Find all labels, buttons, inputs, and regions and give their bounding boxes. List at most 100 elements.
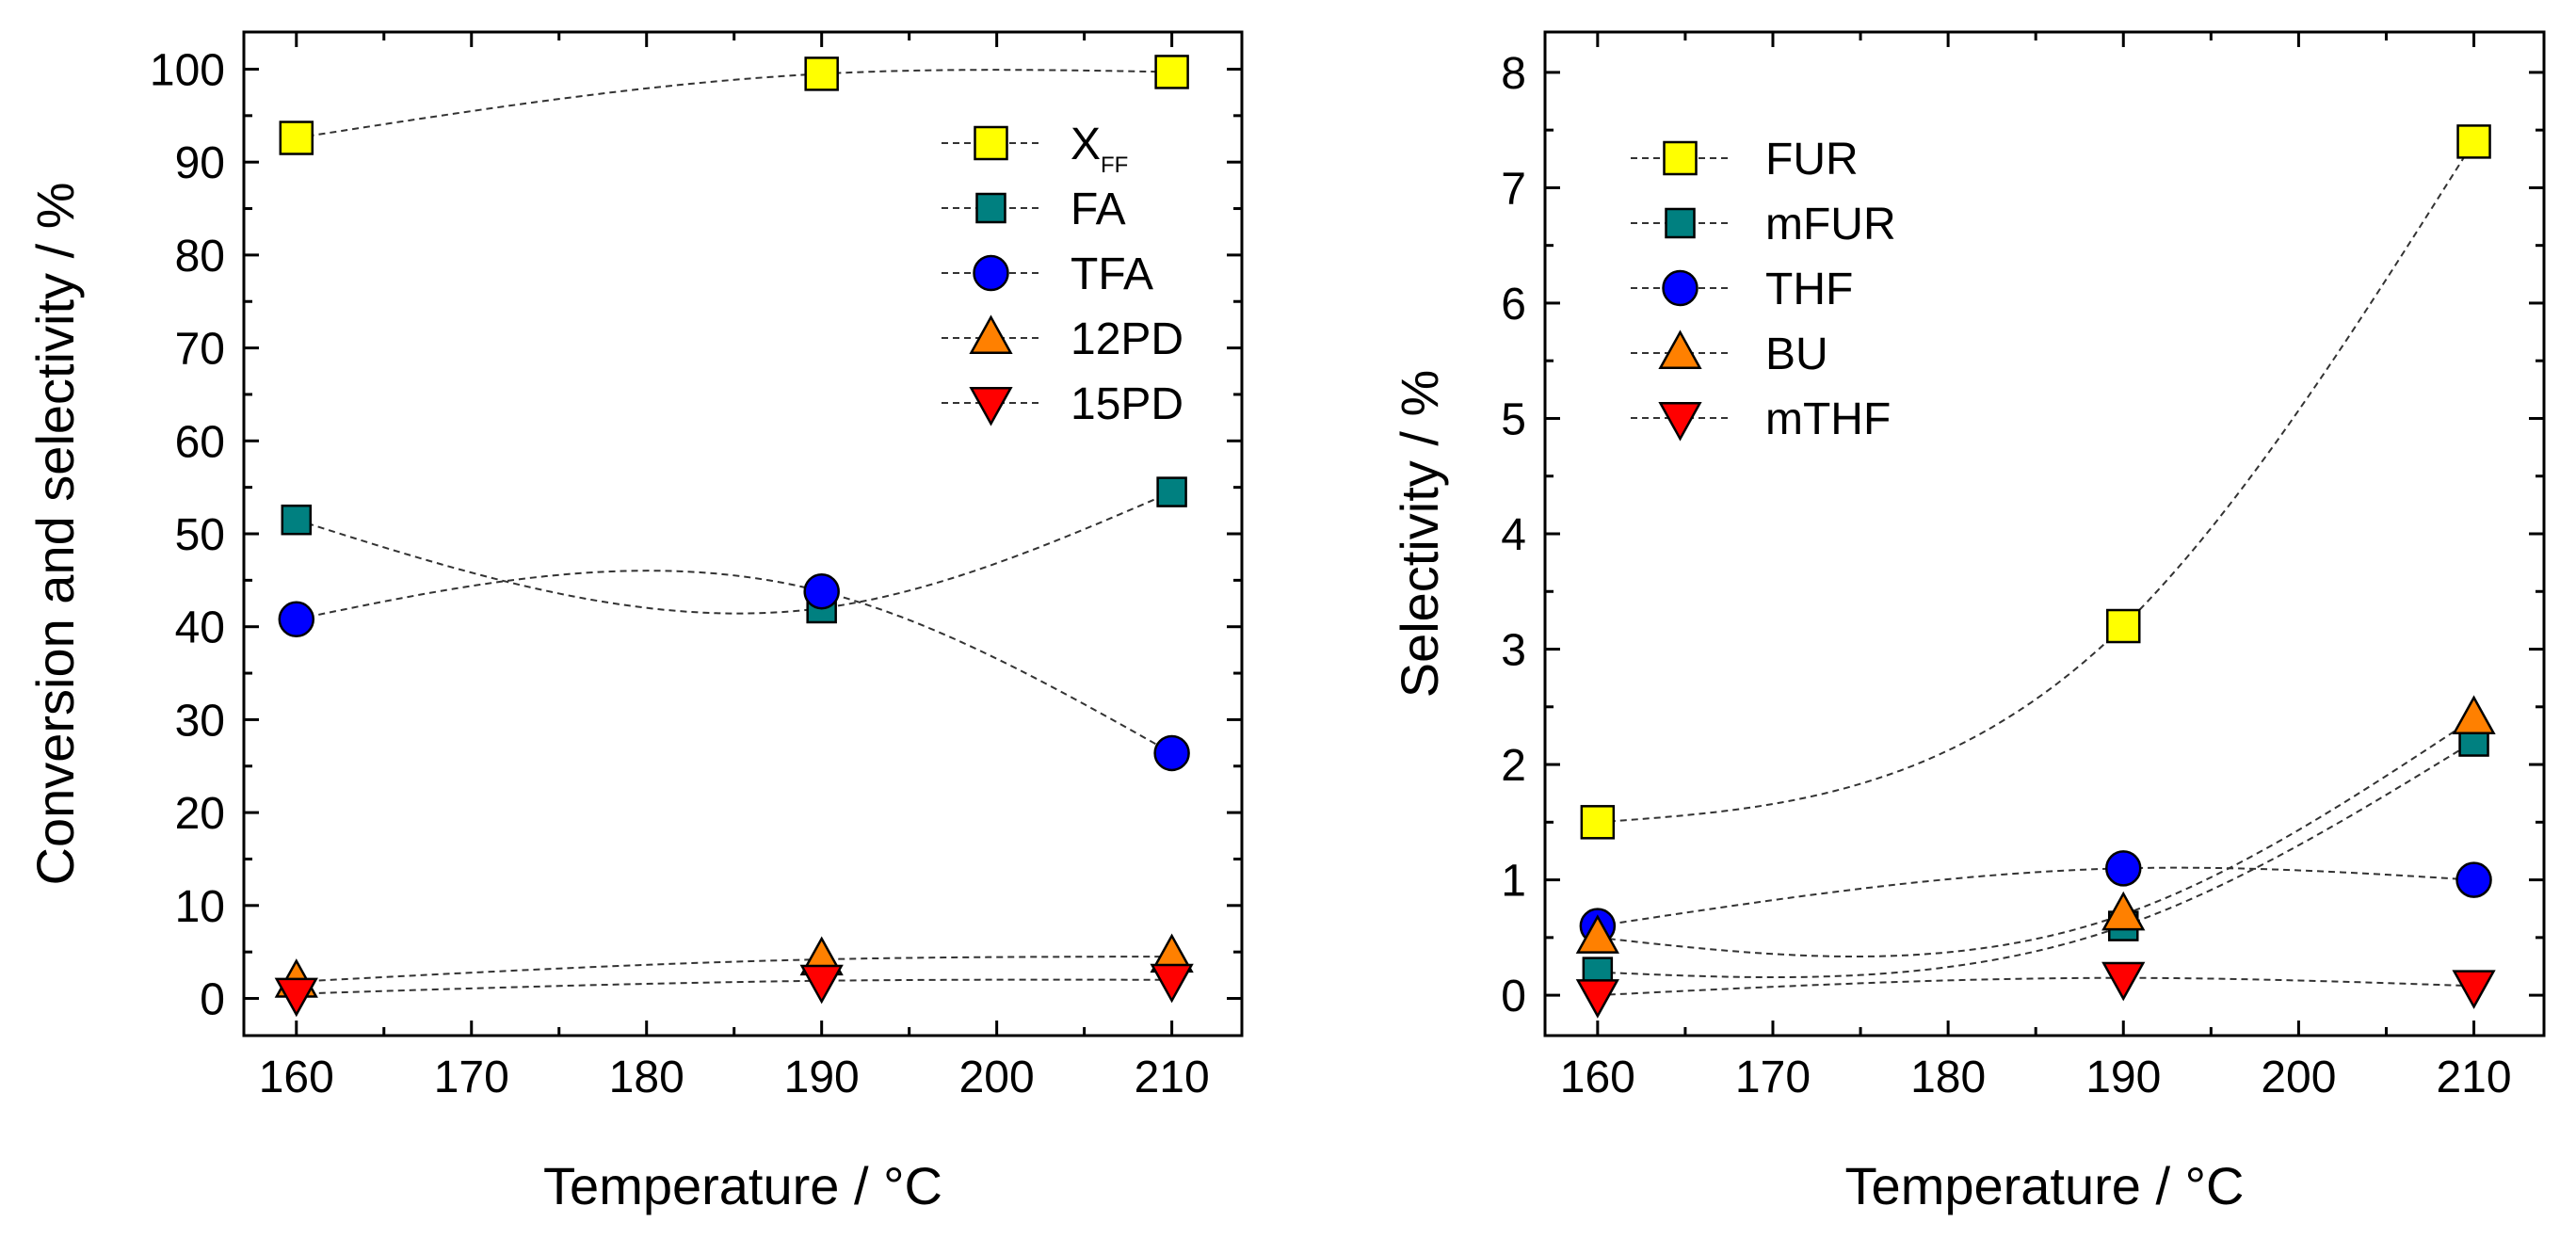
legend-marker-bu (1658, 330, 1702, 369)
y-tick-label: 40 (175, 603, 225, 653)
data-point-x (804, 56, 839, 91)
data-point-x (1154, 55, 1189, 89)
x-tick-label: 160 (1560, 1053, 1635, 1102)
legend: FUR mFUR THF BU mTHF (1631, 135, 1896, 444)
legend-marker-12pd (969, 314, 1013, 354)
legend-marker-x (974, 125, 1008, 161)
x-tick-label: 210 (2436, 1053, 2511, 1102)
data-points (1575, 124, 2496, 1019)
legend-item: BU (1631, 330, 1828, 379)
data-point-15pd (1150, 963, 1194, 1004)
legend: XFF FA TFA 12PD 15PD (942, 120, 1183, 429)
plot-frame (242, 30, 1244, 1037)
plot-frame (1543, 30, 2546, 1037)
legend-item: 15PD (942, 379, 1183, 429)
data-point-fur (2106, 608, 2141, 644)
legend-label: FA (1071, 185, 1126, 234)
x-axis: 160 170 180 190 200 210 (1560, 32, 2512, 1102)
data-point-x (279, 121, 314, 155)
x-tick-label: 180 (609, 1053, 684, 1102)
y-axis: 0 1 2 3 4 5 6 7 8 (1501, 49, 2544, 1021)
legend-label: FUR (1765, 135, 1859, 185)
trend-curve-mfur (1597, 740, 2475, 979)
trend-curve-mthf (1597, 976, 2474, 997)
y-tick-label: 5 (1501, 394, 1526, 444)
y-axis: 0 10 20 30 40 50 60 70 80 90 100 (150, 45, 1242, 1025)
data-point-tfa (803, 572, 840, 610)
legend-marker-15pd (969, 387, 1013, 426)
legend-marker-mthf (1658, 402, 1702, 442)
legend-label: TFA (1071, 249, 1153, 299)
x-tick-label: 190 (2085, 1053, 2161, 1102)
legend-marker-thf (1662, 269, 1699, 307)
y-tick-label: 60 (175, 417, 225, 467)
y-tick-label: 50 (175, 510, 225, 560)
data-point-fa (1156, 476, 1187, 507)
trend-curve-15pd (296, 978, 1172, 995)
y-tick-label: 4 (1501, 510, 1526, 560)
x-tick-label: 170 (1735, 1053, 1811, 1102)
y-tick-label: 70 (175, 325, 225, 375)
y-tick-label: 8 (1501, 49, 1526, 99)
data-point-mthf (1575, 979, 1619, 1019)
trend-curves (1597, 140, 2475, 997)
legend-label: XFF (1071, 120, 1128, 178)
legend-label: mTHF (1765, 394, 1891, 444)
trend-curve-12pd (296, 956, 1172, 983)
data-point-tfa (278, 601, 315, 638)
legend-marker-mfur (1665, 207, 1696, 239)
data-point-bu (1575, 914, 1619, 954)
y-tick-label: 6 (1501, 280, 1526, 330)
data-point-mthf (2452, 970, 2496, 1009)
data-point-15pd (799, 964, 844, 1005)
data-point-bu (2101, 891, 2146, 931)
x-axis-title: Temperature / °C (1845, 1156, 2245, 1215)
data-point-fur (1580, 805, 1616, 840)
x-tick-label: 210 (1135, 1053, 1210, 1102)
legend-item: 12PD (942, 314, 1183, 364)
x-tick-label: 200 (2261, 1053, 2336, 1102)
x-tick-label: 180 (1910, 1053, 1986, 1102)
y-tick-label: 30 (175, 696, 225, 746)
legend-item: mTHF (1631, 394, 1891, 444)
trend-curve-fur (1597, 140, 2475, 824)
y-tick-label: 0 (200, 975, 225, 1025)
x-tick-label: 200 (959, 1053, 1035, 1102)
legend-label: THF (1765, 265, 1853, 314)
y-tick-label: 2 (1501, 741, 1526, 791)
y-tick-label: 100 (150, 45, 225, 95)
right-chart-panel: 160 170 180 190 200 210 0 1 2 3 4 5 6 7 8 Temperature /… (1390, 30, 2546, 1215)
trend-curve-fa (296, 490, 1173, 615)
x-axis: 160 170 180 190 200 210 (259, 32, 1210, 1102)
data-point-thf (2455, 861, 2492, 898)
trend-curve-bu (1597, 717, 2475, 957)
legend-marker-fur (1663, 140, 1698, 176)
y-tick-label: 90 (175, 138, 225, 188)
legend-item: THF (1631, 265, 1853, 314)
legend-item: XFF (942, 120, 1128, 178)
y-tick-label: 10 (175, 882, 225, 932)
x-tick-label: 170 (434, 1053, 509, 1102)
legend-item: FUR (1631, 135, 1859, 185)
x-axis-title: Temperature / °C (543, 1156, 942, 1215)
y-tick-label: 1 (1501, 857, 1526, 907)
y-tick-label: 3 (1501, 626, 1526, 676)
trend-curves (296, 69, 1173, 995)
data-point-tfa (1153, 734, 1190, 772)
legend-label: BU (1765, 330, 1828, 379)
trend-curve-tfa (296, 570, 1173, 754)
legend-item: TFA (942, 249, 1153, 299)
legend-label-subscript: FF (1101, 153, 1128, 178)
legend-marker-tfa (973, 254, 1009, 292)
trend-curve-thf (1597, 866, 2474, 927)
data-point-fa (281, 504, 313, 536)
x-tick-label: 160 (259, 1053, 334, 1102)
legend-label: 15PD (1071, 379, 1183, 429)
data-point-bu (2452, 695, 2496, 735)
y-tick-label: 20 (175, 789, 225, 839)
legend-label: mFUR (1765, 200, 1896, 249)
legend-marker-fa (975, 192, 1006, 224)
legend-item: mFUR (1631, 200, 1896, 249)
